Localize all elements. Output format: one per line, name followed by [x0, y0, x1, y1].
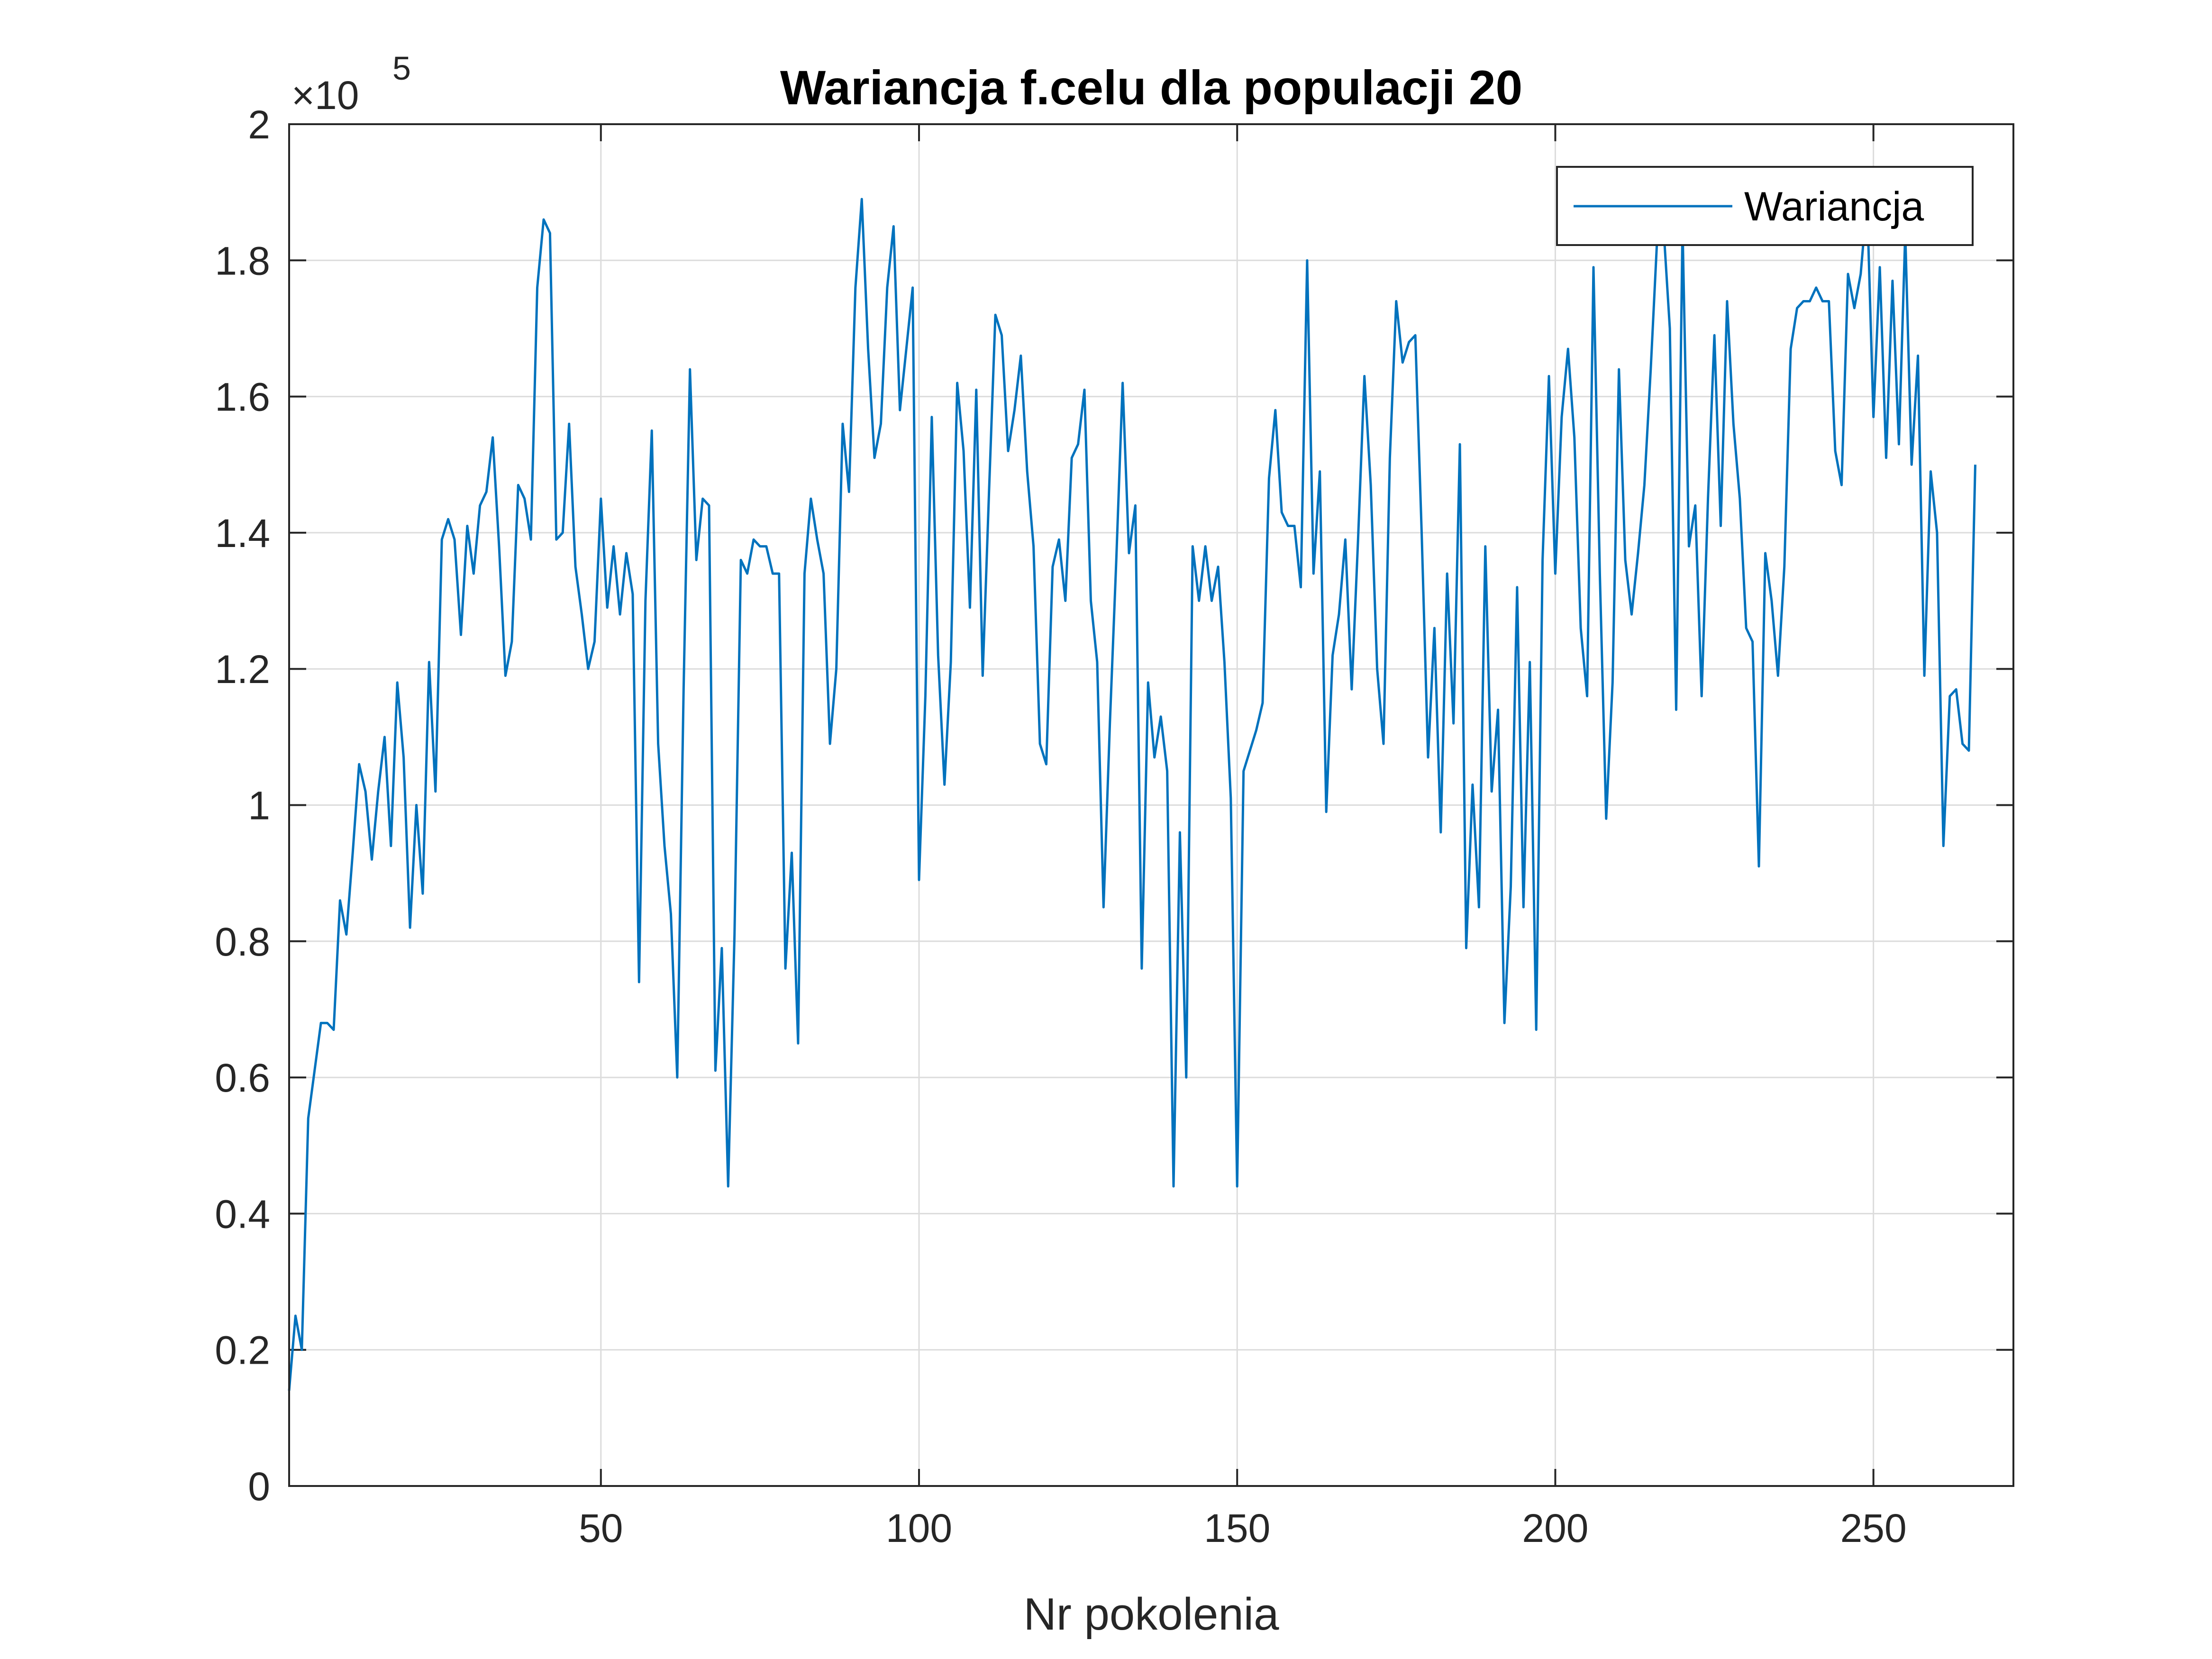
x-axis-label: Nr pokolenia — [1024, 1589, 1280, 1640]
series-layer — [288, 198, 1976, 1391]
plot-box — [288, 123, 2014, 1487]
x-tick-label: 150 — [1204, 1506, 1270, 1550]
y-tick-label: 0.8 — [215, 920, 270, 964]
y-tick-label: 0.2 — [215, 1328, 270, 1373]
y-exponent: ×10 5 — [291, 50, 411, 118]
y-tick-label: 1 — [248, 784, 270, 828]
y-tick-label: 1.6 — [215, 375, 270, 419]
x-tick-label: 250 — [1840, 1506, 1907, 1550]
y-tick-label: 0.4 — [215, 1192, 270, 1236]
y-tick-label: 2 — [248, 102, 270, 147]
y-exponent-power: 5 — [392, 50, 411, 87]
x-tick-label: 200 — [1522, 1506, 1588, 1550]
series-line-0 — [288, 198, 1976, 1391]
grid-lines — [289, 124, 2013, 1486]
y-tick-label: 0.6 — [215, 1056, 270, 1100]
y-tick-label: 1.8 — [215, 238, 270, 283]
y-exponent-base: ×10 — [291, 73, 359, 118]
y-tick-label: 1.4 — [215, 511, 270, 556]
chart-title: Wariancja f.celu dla populacji 20 — [780, 61, 1522, 115]
legend: Wariancja — [1556, 166, 1974, 246]
y-tick-label: 1.2 — [215, 647, 270, 692]
x-tick-labels: 50 100 150 200 250 — [579, 1506, 1907, 1550]
x-tick-label: 50 — [579, 1506, 623, 1550]
y-tick-labels: 0 0.2 0.4 0.6 0.8 1 1.2 1.4 1.6 1.8 2 — [215, 102, 270, 1509]
y-tick-label: 0 — [248, 1464, 270, 1509]
legend-entry-label: Wariancja — [1744, 184, 1924, 229]
x-tick-label: 100 — [886, 1506, 952, 1550]
